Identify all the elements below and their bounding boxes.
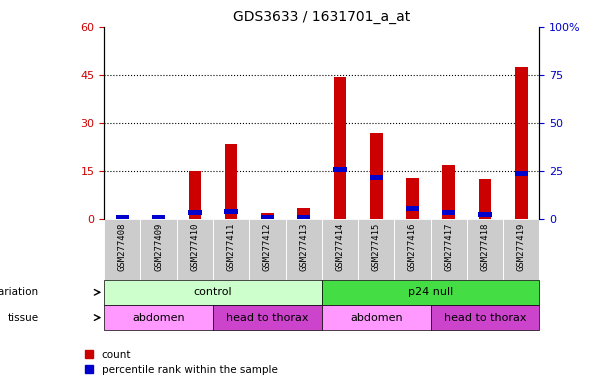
Text: head to thorax: head to thorax [444, 313, 527, 323]
Text: GSM277414: GSM277414 [335, 222, 345, 271]
Bar [479, 179, 492, 220]
Text: GSM277408: GSM277408 [118, 222, 127, 271]
Bar [213, 305, 322, 330]
Text: GSM277410: GSM277410 [191, 222, 199, 271]
Bar [188, 210, 202, 215]
Text: GSM277415: GSM277415 [371, 222, 381, 271]
Title: GDS3633 / 1631701_a_at: GDS3633 / 1631701_a_at [233, 10, 411, 25]
Bar [430, 220, 467, 280]
Bar [116, 218, 129, 220]
Bar [443, 165, 455, 220]
Bar [430, 305, 539, 330]
Text: genotype/variation: genotype/variation [0, 287, 39, 297]
Text: abdomen: abdomen [350, 313, 403, 323]
Bar [478, 212, 492, 217]
Bar [297, 215, 310, 220]
Text: GSM277411: GSM277411 [227, 222, 235, 271]
Legend: count, percentile rank within the sample: count, percentile rank within the sample [85, 350, 278, 375]
Text: GSM277419: GSM277419 [517, 222, 526, 271]
Text: p24 null: p24 null [408, 287, 453, 297]
Bar [333, 167, 346, 172]
Bar [515, 171, 528, 175]
Bar [104, 305, 213, 330]
Bar [406, 207, 419, 211]
Bar [177, 220, 213, 280]
Bar [370, 133, 383, 220]
Bar [297, 208, 310, 220]
Bar [224, 209, 238, 214]
Bar [249, 220, 286, 280]
Text: GSM277417: GSM277417 [444, 222, 453, 271]
Text: abdomen: abdomen [132, 313, 185, 323]
Bar [286, 220, 322, 280]
Bar [140, 220, 177, 280]
Bar [322, 220, 358, 280]
Text: GSM277409: GSM277409 [154, 222, 163, 271]
Bar [515, 67, 528, 220]
Text: GSM277413: GSM277413 [299, 222, 308, 271]
Bar [213, 220, 249, 280]
Bar [152, 215, 166, 220]
Bar [261, 213, 274, 220]
Bar [467, 220, 503, 280]
Text: GSM277418: GSM277418 [481, 222, 490, 271]
Bar [333, 77, 346, 220]
Bar [116, 215, 129, 220]
Bar [358, 220, 394, 280]
Text: GSM277412: GSM277412 [263, 222, 272, 271]
Text: GSM277416: GSM277416 [408, 222, 417, 271]
Bar [322, 280, 539, 305]
Bar [225, 144, 237, 220]
Text: tissue: tissue [8, 313, 39, 323]
Text: control: control [194, 287, 232, 297]
Bar [104, 280, 322, 305]
Bar [370, 175, 383, 180]
Bar [104, 220, 140, 280]
Bar [152, 219, 165, 220]
Bar [442, 210, 455, 215]
Bar [322, 305, 430, 330]
Bar [394, 220, 430, 280]
Bar [189, 171, 201, 220]
Bar [261, 215, 274, 220]
Text: head to thorax: head to thorax [226, 313, 309, 323]
Bar [503, 220, 539, 280]
Bar [406, 178, 419, 220]
